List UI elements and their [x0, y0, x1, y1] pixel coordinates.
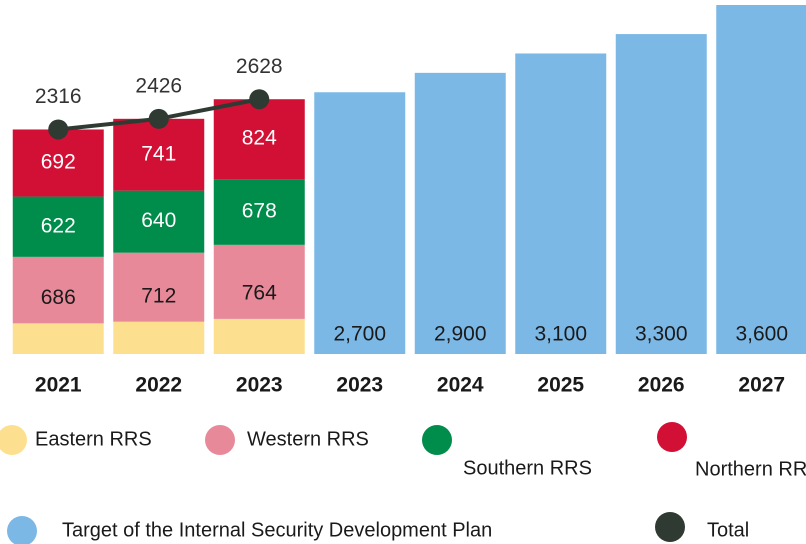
- bar-segment: [414, 72, 506, 354]
- value-label: 712: [141, 284, 176, 307]
- value-label: 824: [242, 127, 277, 150]
- value-label: 622: [41, 214, 76, 237]
- bar-segment: [113, 118, 205, 191]
- x-tick-label: 2027: [738, 374, 785, 397]
- legend-marker: [7, 516, 37, 544]
- legend-marker: [655, 512, 685, 542]
- total-label: 2426: [135, 74, 182, 97]
- bar-segment: [12, 323, 104, 354]
- bar-segment: [716, 5, 806, 354]
- value-label: 764: [242, 281, 277, 304]
- value-label: 640: [141, 209, 176, 232]
- bar-segment: [113, 252, 205, 322]
- value-label: 741: [141, 142, 176, 165]
- value-label: 686: [41, 286, 76, 309]
- x-tick-label: 2021: [35, 374, 82, 397]
- value-label: 3,600: [735, 323, 788, 346]
- total-point: [249, 89, 270, 110]
- legend-marker: [422, 425, 452, 455]
- legend-marker: [205, 425, 235, 455]
- bar-segment: [615, 34, 707, 354]
- value-label: 3,100: [534, 323, 587, 346]
- bar-segment: [113, 190, 205, 253]
- value-label: 2,900: [434, 323, 487, 346]
- value-label: 678: [242, 200, 277, 223]
- bar-segment: [213, 244, 305, 319]
- legend-label: Target of the Internal Security Developm…: [62, 519, 492, 541]
- total-point: [48, 119, 69, 140]
- bar-segment: [213, 318, 305, 354]
- total-point: [148, 108, 169, 129]
- total-label: 2316: [35, 85, 82, 108]
- bar-segment: [213, 99, 305, 180]
- legend-label: Western RRS: [247, 428, 369, 450]
- x-tick-label: 2024: [437, 374, 484, 397]
- bar-segment: [12, 196, 104, 257]
- legend-marker: [657, 422, 687, 452]
- total-label: 2628: [236, 55, 283, 78]
- value-label: 2,700: [333, 323, 386, 346]
- value-label: 692: [41, 151, 76, 174]
- x-tick-label: 2023: [236, 374, 283, 397]
- bar-segment: [113, 321, 205, 354]
- x-tick-label: 2022: [135, 374, 182, 397]
- bar-segment: [12, 256, 104, 324]
- legend-label: Eastern RRS: [35, 428, 152, 450]
- bar-segment: [314, 92, 406, 354]
- bar-segment: [213, 179, 305, 245]
- legend-label: Northern RRS: [695, 458, 806, 480]
- legend-marker: [0, 425, 27, 455]
- legend-label: Southern RRS: [463, 457, 592, 479]
- bar-segment: [12, 129, 104, 197]
- x-tick-label: 2023: [336, 374, 383, 397]
- legend-label: Total: [707, 519, 749, 541]
- value-label: 3,300: [635, 323, 688, 346]
- x-tick-label: 2025: [537, 374, 584, 397]
- x-tick-label: 2026: [638, 374, 685, 397]
- bar-segment: [515, 53, 607, 354]
